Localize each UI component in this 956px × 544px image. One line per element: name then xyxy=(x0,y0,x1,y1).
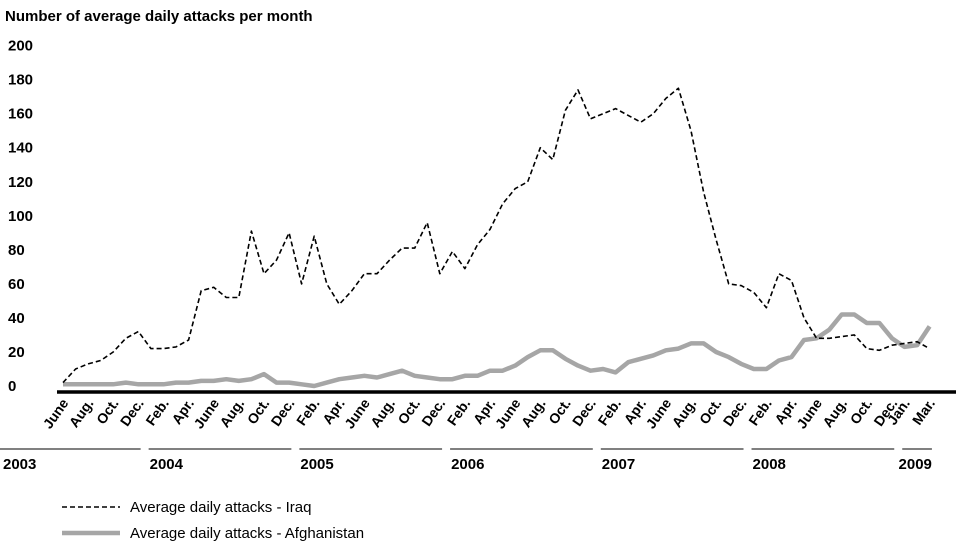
x-tick-label: Aug. xyxy=(216,396,247,431)
x-tick-label: Mar. xyxy=(909,396,938,428)
x-tick-label: June xyxy=(341,395,373,431)
x-tick-label: Dec. xyxy=(117,396,147,429)
y-tick-label: 0 xyxy=(8,378,16,395)
chart-title: Number of average daily attacks per mont… xyxy=(5,8,313,25)
x-tick-label: June xyxy=(190,395,222,431)
y-tick-label: 140 xyxy=(8,140,33,157)
x-tick-label: Dec. xyxy=(267,396,297,429)
year-label: 2003 xyxy=(3,456,36,473)
legend: Average daily attacks - Iraq Average dail… xyxy=(62,499,364,542)
year-groups: 2003 2004 2005 2006 2007 2008 2009 xyxy=(0,448,932,473)
x-tick-label: Aug. xyxy=(367,396,398,431)
x-tick-label: Dec. xyxy=(569,396,599,429)
x-tick-label: Oct. xyxy=(696,396,725,427)
year-label: 2007 xyxy=(602,456,635,473)
x-tick-label: Oct. xyxy=(394,396,423,427)
year-label: 2006 xyxy=(451,456,484,473)
year-label: 2005 xyxy=(300,456,333,473)
series-layer xyxy=(62,87,932,389)
x-tick-label: Oct. xyxy=(244,396,273,427)
y-tick-label: 120 xyxy=(8,174,33,191)
y-tick-label: 100 xyxy=(8,208,33,225)
x-tick-label: June xyxy=(40,395,72,431)
legend-label-iraq: Average daily attacks - Iraq xyxy=(130,499,311,516)
y-tick-label: 40 xyxy=(8,310,25,327)
year-label: 2004 xyxy=(150,456,184,473)
y-tick-label: 80 xyxy=(8,242,25,259)
x-tick-label: Feb. xyxy=(444,396,474,429)
legend-label-afghanistan: Average daily attacks - Afghanistan xyxy=(130,525,364,542)
x-axis-ticks: JuneAug.Oct.Dec.Feb.Apr.JuneAug.Oct.Dec.… xyxy=(40,395,938,431)
y-tick-label: 20 xyxy=(8,344,25,361)
x-tick-label: June xyxy=(793,395,825,431)
y-tick-label: 180 xyxy=(8,72,33,89)
x-tick-label: Aug. xyxy=(518,396,549,431)
x-tick-label: Oct. xyxy=(847,396,876,427)
y-tick-label: 60 xyxy=(8,276,25,293)
x-tick-label: Aug. xyxy=(66,396,97,431)
y-axis-ticks: 0 20 40 60 80 100 120 140 160 180 200 xyxy=(8,38,33,395)
x-tick-label: Aug. xyxy=(819,396,850,431)
x-tick-label: Feb. xyxy=(745,396,775,429)
series-line-iraq xyxy=(62,87,930,384)
x-tick-label: Dec. xyxy=(418,396,448,429)
x-tick-label: Aug. xyxy=(669,396,700,431)
year-label: 2009 xyxy=(899,456,932,473)
year-label: 2008 xyxy=(753,456,786,473)
x-tick-label: June xyxy=(642,395,674,431)
y-tick-label: 160 xyxy=(8,106,33,123)
y-tick-label: 200 xyxy=(8,38,33,55)
x-tick-label: Oct. xyxy=(93,396,122,427)
x-tick-label: Feb. xyxy=(142,396,172,429)
x-tick-label: Feb. xyxy=(293,396,323,429)
x-tick-label: Feb. xyxy=(594,396,624,429)
x-tick-label: June xyxy=(492,395,524,431)
x-tick-label: Oct. xyxy=(545,396,574,427)
x-tick-label: Dec. xyxy=(720,396,750,429)
series-line-afghanistan xyxy=(63,312,932,389)
